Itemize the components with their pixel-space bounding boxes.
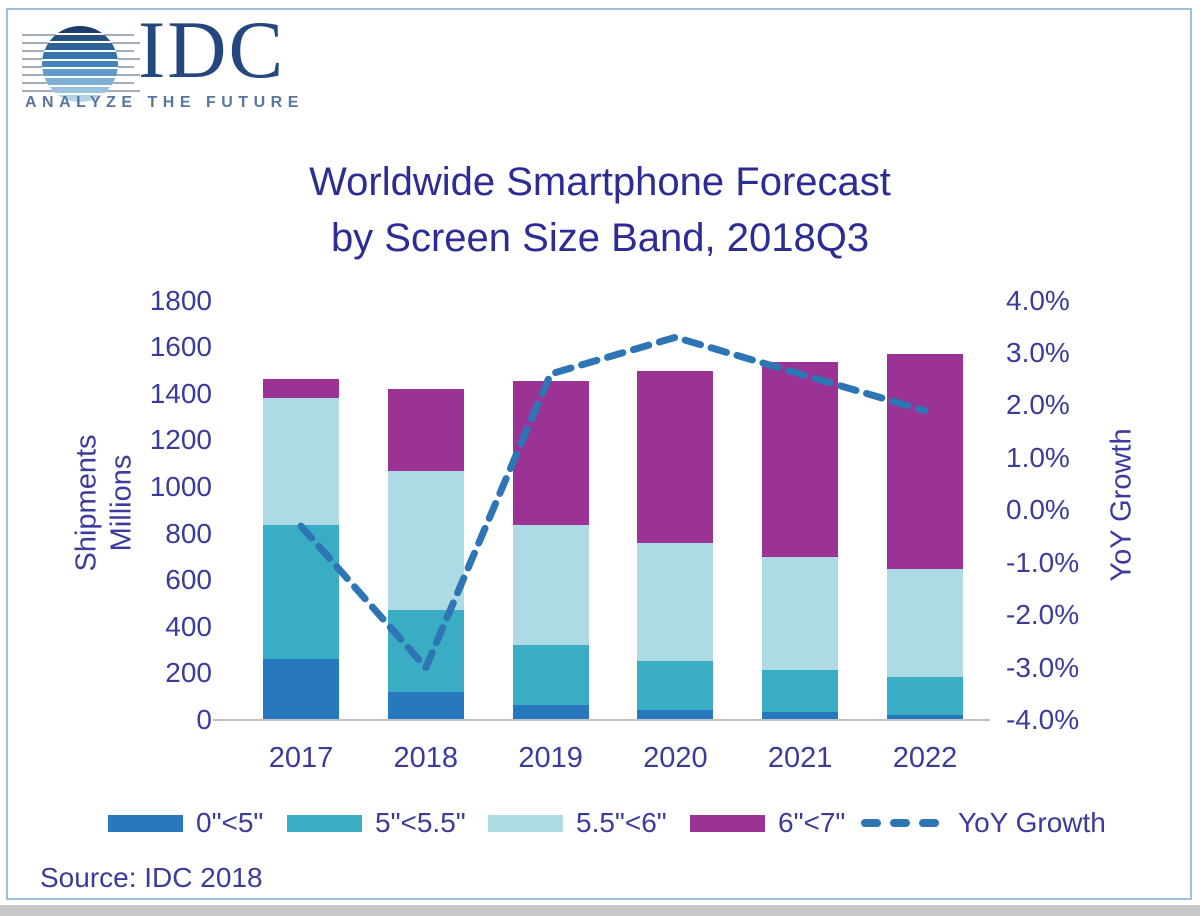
- legend-item: 5"<5.5": [287, 806, 466, 840]
- bar-segment: [637, 660, 714, 710]
- y2-axis-tick-label: 0.0%: [1006, 494, 1070, 526]
- bar-segment: [762, 711, 839, 720]
- legend-swatch: [287, 814, 362, 832]
- y-axis-tick-label: 400: [165, 610, 212, 642]
- y-axis-tick-label: 0: [196, 704, 212, 735]
- bar-segment: [887, 676, 963, 716]
- bar-segment: [263, 525, 339, 660]
- y2-axis-tick-label: -1.0%: [1006, 546, 1080, 578]
- legend-item: YoY Growth: [861, 806, 1106, 840]
- x-axis-label: 2021: [767, 742, 833, 774]
- legend-swatch: [690, 814, 765, 832]
- y-axis-tick-label: 600: [165, 564, 212, 596]
- x-axis-label: 2017: [268, 742, 334, 774]
- y-axis-tick-label: 200: [165, 657, 212, 689]
- y2-axis-tick-label: -4.0%: [1006, 704, 1080, 735]
- y-axis-tick-label: 1000: [149, 471, 212, 502]
- bottom-strip: [0, 905, 1200, 916]
- bar-segment: [263, 659, 339, 720]
- x-axis-label: 2022: [892, 742, 958, 774]
- bar-segment: [387, 389, 464, 471]
- legend-dash: [919, 819, 939, 827]
- bar-segment: [637, 542, 714, 661]
- bar-segment: [387, 692, 464, 720]
- y-axis-tick-label: 1200: [149, 424, 212, 456]
- y2-axis-tick-label: 4.0%: [1006, 284, 1070, 316]
- x-axis-line: [213, 719, 990, 721]
- idc-globe-icon: [42, 26, 118, 102]
- y-axis-tick-label: 1400: [149, 377, 212, 409]
- bar-segment: [512, 645, 589, 705]
- legend-label: 0"<5": [196, 807, 264, 838]
- legend-item: 0"<5": [108, 806, 263, 840]
- legend-dash-icon: [861, 819, 948, 827]
- y2-axis-tick-label: 3.0%: [1006, 337, 1070, 369]
- y-axis-tick-label: 1600: [149, 331, 212, 363]
- bar-segment: [263, 398, 339, 526]
- y2-axis-tick-label: -3.0%: [1006, 651, 1080, 683]
- bar-segment: [512, 380, 589, 526]
- y2-axis-tick-label: 2.0%: [1006, 389, 1070, 421]
- bar-segment: [762, 669, 839, 712]
- legend-swatch: [108, 814, 183, 832]
- y2-axis-tick-label: -2.0%: [1006, 599, 1080, 631]
- bar-segment: [887, 354, 963, 569]
- legend-item: 6"<7": [690, 806, 845, 840]
- bar-segment: [263, 378, 339, 399]
- bar-segment: [387, 470, 464, 611]
- bar-segment: [512, 704, 589, 720]
- idc-logo: IDC ANALYZE THE FUTURE: [0, 0, 340, 130]
- bar-segment: [512, 525, 589, 646]
- legend-label: 5.5"<6": [576, 807, 667, 838]
- chart-title-line1: Worldwide Smartphone Forecast: [309, 160, 891, 204]
- legend-item: 5.5"<6": [488, 806, 667, 840]
- x-axis-label: 2018: [393, 742, 459, 774]
- bar-segment: [887, 715, 963, 720]
- legend-label: YoY Growth: [958, 807, 1106, 838]
- legend-dash: [861, 819, 881, 827]
- logo-tagline: ANALYZE THE FUTURE: [25, 94, 304, 111]
- logo-brand-text: IDC: [138, 4, 286, 95]
- bar-segment: [762, 556, 839, 670]
- bar-segment: [887, 568, 963, 677]
- legend-label: 5"<5.5": [375, 807, 466, 838]
- legend-label: 6"<7": [778, 807, 846, 838]
- bar-segment: [637, 709, 714, 720]
- bar-segment: [387, 610, 464, 693]
- bar-segment: [762, 362, 839, 557]
- y-axis-tick-label: 1800: [149, 284, 212, 316]
- chart-title-line2: by Screen Size Band, 2018Q3: [330, 216, 870, 260]
- x-axis-label: 2019: [518, 742, 583, 774]
- legend-swatch: [488, 814, 563, 832]
- y2-axis-tick-label: 1.0%: [1006, 441, 1070, 473]
- y-axis-tick-label: 800: [165, 517, 212, 549]
- source-note: Source: IDC 2018: [40, 862, 263, 893]
- bar-segment: [637, 370, 714, 543]
- x-axis-label: 2020: [643, 742, 708, 774]
- legend-dash: [890, 819, 910, 827]
